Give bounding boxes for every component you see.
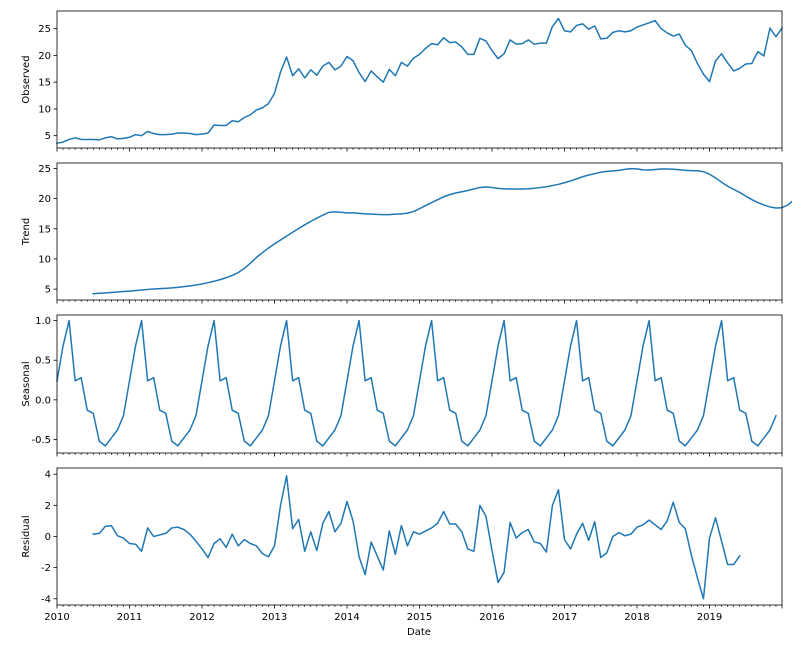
seasonal-series-line [56, 319, 777, 447]
seasonal-y-tick-label: 1.0 [35, 316, 51, 327]
seasonal-y-tick-label: 0.5 [35, 356, 51, 367]
residual-y-tick-label: 2 [45, 501, 51, 512]
seasonal-y-tick-label: 0.0 [35, 395, 51, 406]
trend-y-axis-label: Trend [21, 218, 32, 246]
residual-y-axis-label: Residual [21, 515, 32, 557]
residual-axes-frame [56, 467, 783, 606]
trend-axes-frame [56, 162, 783, 301]
residual-y-tick-label: 4 [45, 470, 51, 481]
panel-observed: 5 10 15 20 25 Observed [21, 10, 784, 152]
observed-series-line [56, 17, 784, 145]
x-tick-label: 2016 [479, 612, 504, 623]
trend-series-line [92, 167, 792, 295]
panel-trend: 5 10 15 20 25 Trend [21, 162, 792, 304]
x-tick-label: 2013 [262, 612, 287, 623]
x-tick-label: 2019 [697, 612, 722, 623]
seasonal-axes-frame [56, 314, 783, 454]
x-tick-label: 2011 [117, 612, 142, 623]
panel-seasonal: -0.5 0.0 0.5 1.0 Seasonal [21, 314, 783, 457]
residual-y-tick-label: -4 [41, 594, 51, 605]
x-tick-label: 2012 [189, 612, 214, 623]
seasonal-y-tick-label: -0.5 [31, 435, 51, 446]
panel-residual: -4 -2 0 2 4 Residual [21, 467, 783, 609]
observed-y-tick-label: 20 [38, 51, 51, 62]
residual-series-line [92, 475, 741, 600]
trend-y-tick-label: 15 [38, 224, 51, 235]
trend-y-tick-label: 10 [38, 254, 51, 265]
x-tick-label: 2015 [407, 612, 432, 623]
subplots: 510152025Observed510152025Trend-0.50.00.… [21, 10, 792, 609]
x-tick-label: 2017 [552, 612, 577, 623]
observed-axes-frame [56, 10, 783, 149]
observed-y-tick-label: 15 [38, 78, 51, 89]
x-axis-label: Date [407, 627, 431, 638]
observed-y-tick-label: 25 [38, 24, 51, 35]
x-tick-label: 2014 [334, 612, 359, 623]
residual-y-tick-label: 0 [45, 532, 51, 543]
trend-y-tick-label: 25 [38, 164, 51, 175]
observed-y-axis-label: Observed [21, 55, 32, 103]
residual-y-tick-label: -2 [41, 563, 51, 574]
observed-y-tick-label: 5 [45, 131, 51, 142]
x-tick-label: 2018 [624, 612, 649, 623]
shared-x-axis: 2010 2011 2012 2013 2014 2015 2016 2017 2018 2019 [44, 612, 722, 623]
observed-y-tick-label: 10 [38, 104, 51, 115]
trend-y-tick-label: 20 [38, 194, 51, 205]
seasonal-y-axis-label: Seasonal [21, 361, 32, 406]
trend-y-tick-label: 5 [45, 285, 51, 296]
x-tick-label: 2010 [44, 612, 69, 623]
